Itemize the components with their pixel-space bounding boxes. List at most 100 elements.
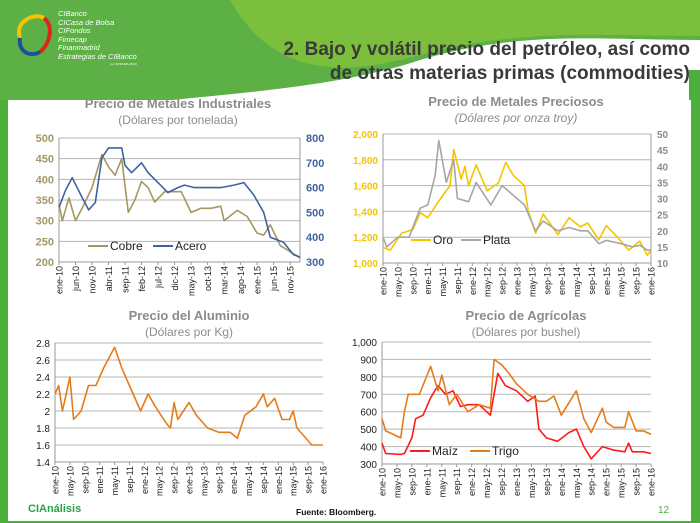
legend-label: Plata	[483, 233, 511, 247]
footer-brand: CIAnálisis	[28, 503, 82, 515]
x-tick-label: ene-11	[422, 468, 432, 495]
logo-line: Finanmadrid	[58, 43, 100, 53]
x-tick-label: jul-12	[154, 266, 164, 289]
x-tick-label: sep-13	[542, 267, 552, 295]
chart-subtitle: (Dólares por tonelada)	[118, 113, 237, 127]
x-tick-label: sep-10	[408, 267, 418, 295]
header-wave-light	[230, 0, 700, 68]
x-tick-label: sep-11	[453, 267, 463, 294]
x-tick-label: may-13	[527, 468, 537, 498]
logo-line: CIFondos	[58, 26, 91, 36]
x-tick-label: sep-15	[632, 267, 642, 295]
chart-title: Precio de Agrícolas	[466, 308, 587, 323]
x-tick-label: may-12	[482, 468, 492, 498]
y-right-tick-label: 400	[306, 232, 324, 244]
y-left-tick-label: 1,200	[353, 233, 378, 244]
chart-1: Precio de Metales Industriales (Dólares p…	[36, 96, 325, 296]
x-tick-label: sep-14	[587, 267, 597, 295]
y-left-tick-label: 2,000	[353, 130, 378, 141]
right-border	[689, 70, 700, 523]
content-area	[8, 100, 691, 521]
x-tick-label: ene-13	[513, 267, 523, 295]
x-tick-label: ene-15	[253, 266, 263, 294]
y-left-tick-label: 350	[36, 195, 54, 207]
y-left-tick-label: 900	[360, 355, 377, 366]
x-tick-label: may-15	[617, 267, 627, 297]
y-right-tick-label: 10	[657, 259, 669, 270]
x-tick-label: may-10	[393, 267, 403, 297]
x-tick-label: ene-15	[602, 267, 612, 295]
x-tick-label: sep-14	[259, 466, 269, 494]
y-left-tick-label: 450	[36, 154, 54, 166]
y-right-tick-label: 600	[306, 183, 324, 195]
logo-small: por SOMOZA MUSI	[110, 61, 137, 66]
logo-line: CICasa de Bolsa	[58, 17, 115, 27]
x-tick-label: sep-15	[632, 468, 642, 496]
y-left-tick-label: 2.2	[36, 390, 50, 401]
x-tick-label: may-12	[155, 466, 165, 496]
x-tick-label: ene-15	[602, 468, 612, 496]
title-line-1: 2. Bajo y volátil precio del petróleo, a…	[283, 39, 690, 60]
y-left-tick-label: 2.8	[36, 339, 50, 350]
x-tick-label: may-14	[244, 466, 254, 496]
x-tick-label: may-10	[392, 468, 402, 498]
y-right-tick-label: 35	[657, 178, 669, 189]
x-tick-label: ene-14	[229, 466, 239, 494]
x-tick-label: abr-11	[104, 266, 114, 291]
series-line-cobre	[58, 153, 301, 259]
chart-subtitle: (Dólares por onza troy)	[455, 111, 578, 125]
x-tick-label: may-12	[483, 267, 493, 297]
x-tick-label: ene-16	[647, 468, 657, 496]
x-tick-label: sep-14	[587, 468, 597, 496]
x-tick-label: ene-12	[140, 466, 150, 494]
chart-2: Precio de Metales Preciosos (Dólares por …	[353, 94, 669, 297]
y-left-tick-label: 800	[360, 373, 377, 384]
x-tick-label: ene-14	[557, 468, 567, 496]
x-tick-label: ene-13	[185, 466, 195, 494]
series-line-trigo	[381, 358, 652, 439]
y-left-tick-label: 300	[360, 460, 377, 471]
chart-title: Precio de Metales Industriales	[85, 96, 271, 111]
x-tick-label: ene-12	[468, 267, 478, 295]
logo-line: Estrategias de CIBanco	[58, 51, 137, 61]
x-tick-label: may-10	[65, 466, 75, 496]
chart-3: Precio del Aluminio (Dólares por Kg) 1.4 1.…	[36, 308, 328, 496]
legend-label: Maíz	[432, 444, 458, 458]
y-left-tick-label: 500	[36, 133, 54, 145]
y-left-tick-label: 250	[36, 236, 54, 248]
y-left-tick-label: 1.6	[36, 441, 50, 452]
x-tick-label: ene-10	[55, 266, 65, 294]
x-tick-label: ene-16	[647, 267, 657, 295]
legend-label: Acero	[175, 239, 207, 253]
x-tick-label: ene-10	[51, 466, 61, 494]
y-left-tick-label: 1,000	[353, 259, 378, 270]
x-tick-label: may-14	[572, 468, 582, 498]
x-tick-label: may-15	[617, 468, 627, 498]
y-right-tick-label: 40	[657, 162, 669, 173]
y-left-tick-label: 2.4	[36, 373, 50, 384]
y-left-tick-label: 2	[44, 407, 50, 418]
y-left-tick-label: 1,800	[353, 156, 378, 167]
y-right-tick-label: 15	[657, 243, 669, 254]
x-tick-label: oct-13	[203, 266, 213, 291]
x-tick-label: may-11	[437, 468, 447, 497]
y-right-tick-label: 45	[657, 146, 669, 157]
x-tick-label: may-13	[187, 266, 197, 296]
y-right-tick-label: 30	[657, 195, 669, 206]
series-line-acero	[58, 147, 301, 258]
x-tick-label: dic-12	[170, 266, 180, 291]
x-tick-label: sep-10	[407, 468, 417, 496]
left-border	[0, 100, 10, 523]
x-tick-label: may-13	[199, 466, 209, 496]
x-tick-label: sep-13	[542, 468, 552, 496]
x-tick-label: ago-14	[236, 266, 246, 294]
logo-line: Fimecap	[58, 34, 87, 44]
x-tick-label: sep-15	[304, 466, 314, 494]
title-line-2: de otras materias primas (commodities)	[329, 63, 690, 84]
chart-subtitle: (Dólares por bushel)	[472, 325, 581, 339]
chart-4: Precio de Agrícolas (Dólares por bushel) 3…	[352, 308, 657, 498]
logo-line: CIBanco	[58, 9, 87, 18]
x-tick-label: ene-12	[467, 468, 477, 496]
chart-title: Precio de Metales Preciosos	[428, 94, 604, 109]
x-tick-label: jun-10	[71, 266, 81, 292]
